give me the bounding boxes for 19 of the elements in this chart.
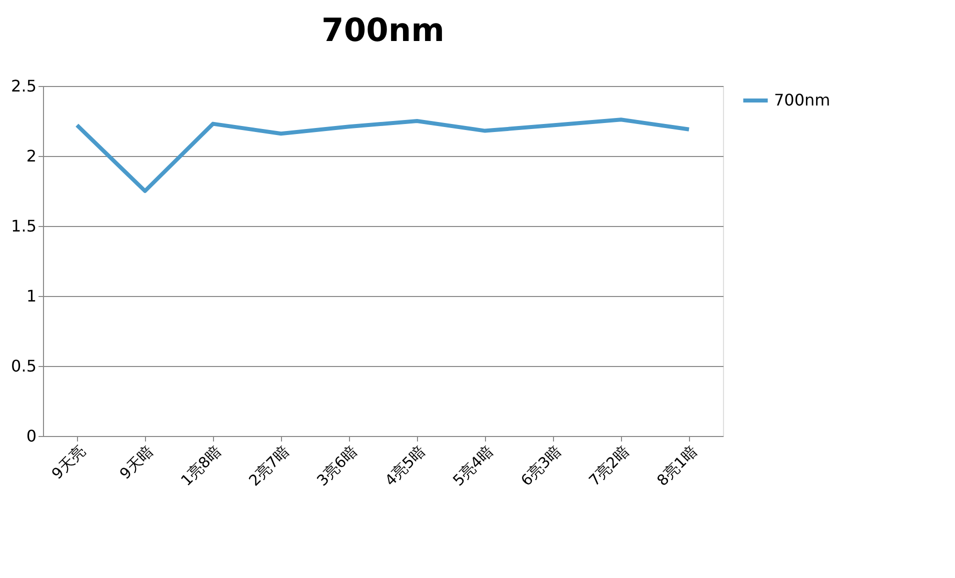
line-series xyxy=(75,118,691,193)
y-tick-label: 1 xyxy=(26,286,36,306)
x-tick-label: 7亮2暗 xyxy=(585,442,633,490)
y-tick-label: 1.5 xyxy=(11,216,36,236)
legend-label: 700nm xyxy=(774,90,830,110)
x-tick-label: 6亮3暗 xyxy=(517,442,565,490)
y-tick-label: 0.5 xyxy=(11,356,36,376)
y-tick-label: 2 xyxy=(26,146,36,166)
x-tick-label: 8亮1暗 xyxy=(653,442,701,490)
x-tick-label: 4亮5暗 xyxy=(381,442,429,490)
x-tick-label: 5亮4暗 xyxy=(449,442,497,490)
y-tick-label: 0 xyxy=(26,426,36,446)
x-tick-label: 2亮7暗 xyxy=(245,442,293,490)
x-tick-label: 9天暗 xyxy=(116,442,157,483)
x-tick-label: 3亮6暗 xyxy=(313,442,361,490)
y-tick-label: 2.5 xyxy=(11,76,36,96)
chart-title: 700nm xyxy=(322,11,444,49)
x-tick-label: 1亮8暗 xyxy=(177,442,225,490)
x-tick-label: 9天亮 xyxy=(48,442,89,483)
